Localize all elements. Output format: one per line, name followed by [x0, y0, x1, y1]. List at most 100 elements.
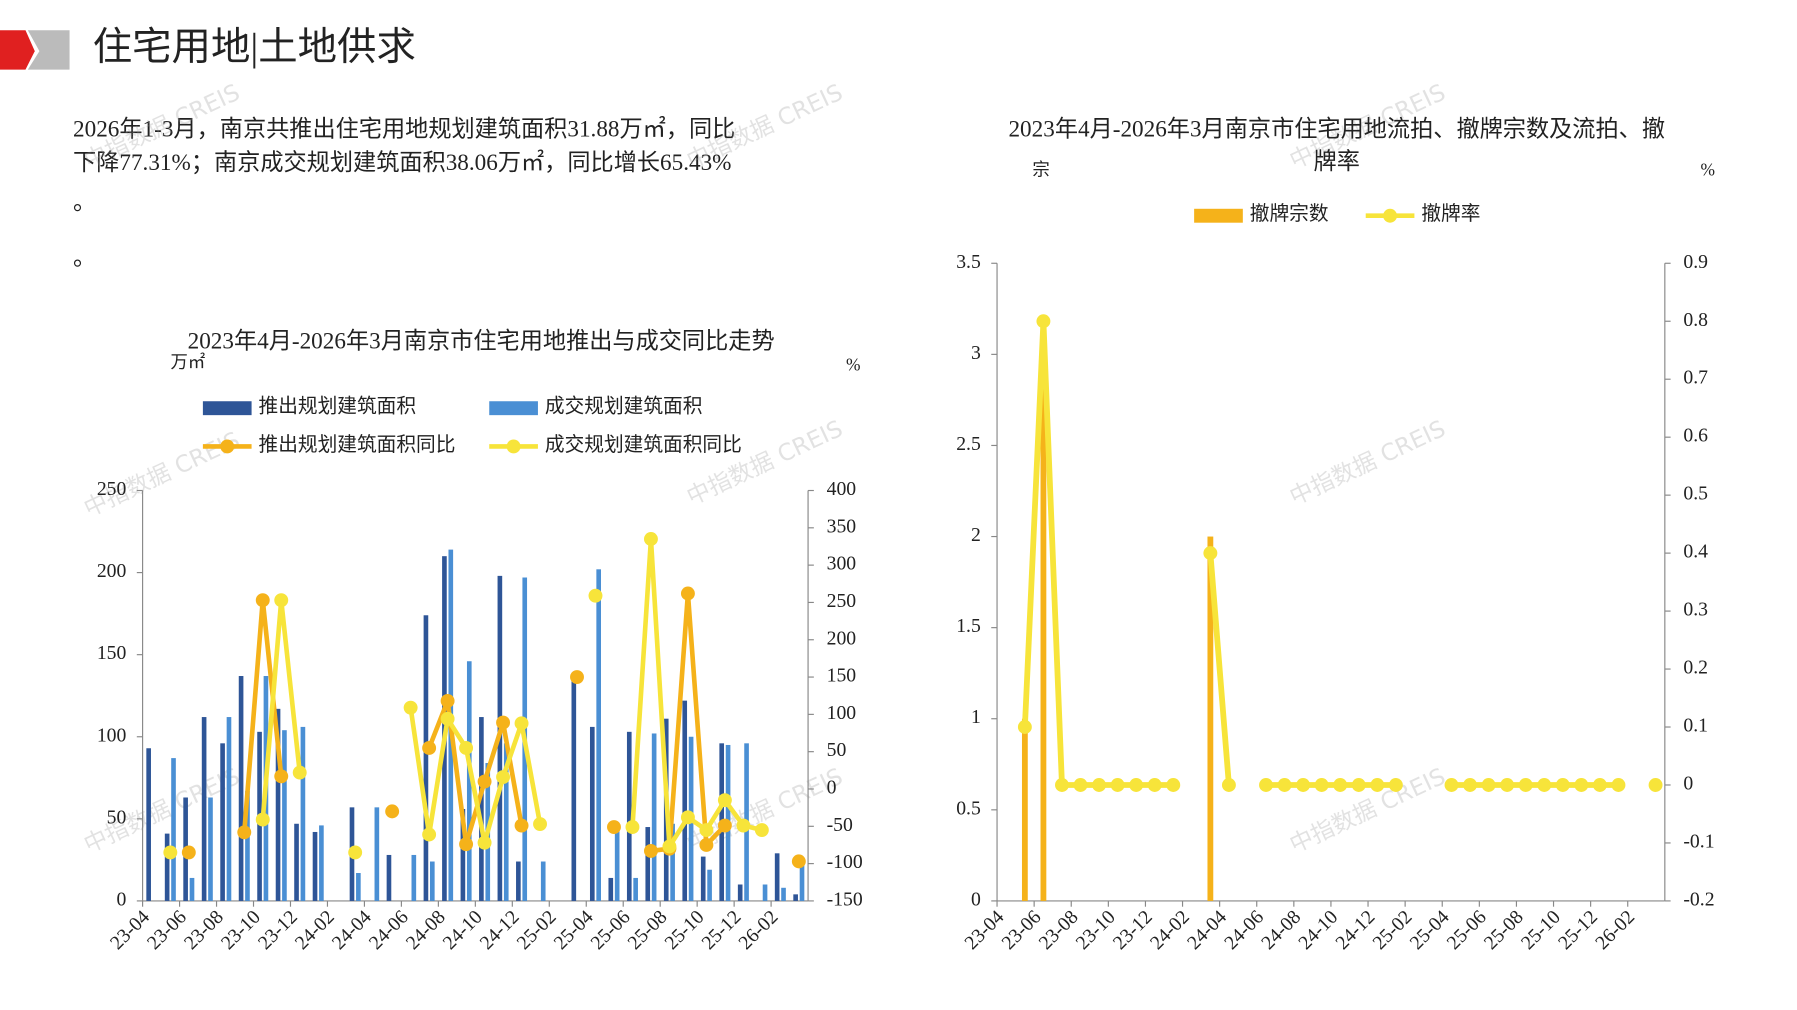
y2-tick-label: 100: [827, 702, 857, 724]
y2-tick-label: 400: [827, 478, 857, 500]
legend-label: 撤牌率: [1421, 203, 1480, 225]
x-tick-label: 23-04: [960, 906, 1008, 954]
line-point: [1444, 778, 1459, 792]
y2-tick-label: 300: [827, 553, 857, 575]
x-tick-label: 23-08: [1035, 906, 1083, 954]
line-point: [163, 845, 178, 860]
bar: [1207, 536, 1214, 901]
x-tick-label: 25-04: [550, 906, 598, 954]
bar: [707, 869, 712, 901]
line-point: [1073, 778, 1088, 792]
line-point: [754, 823, 769, 837]
bar: [670, 823, 675, 901]
line-point: [1203, 546, 1218, 561]
x-tick-label: 23-04: [106, 906, 154, 954]
bar: [146, 748, 151, 901]
x-tick-label: 25-06: [587, 906, 635, 954]
bar: [651, 733, 657, 901]
line-point: [1259, 778, 1273, 792]
header-icon: [27, 30, 70, 70]
y2-tick-label: 0.2: [1683, 657, 1708, 679]
y2-tick-label: 0: [1683, 772, 1693, 794]
y-unit: 万㎡: [170, 353, 205, 372]
bar: [614, 827, 620, 901]
y2-tick-label: 150: [827, 665, 857, 687]
y2-tick-label: 0.4: [1683, 541, 1708, 563]
bar: [645, 827, 651, 901]
line-point: [1592, 778, 1607, 792]
bar: [571, 676, 577, 901]
legend-label: 推出规划建筑面积同比: [259, 434, 456, 456]
watermark: 中指数据 CREIS: [80, 427, 244, 523]
line-point: [496, 770, 511, 785]
line-point: [237, 825, 252, 840]
line-point: [1481, 778, 1496, 792]
line-point: [533, 817, 547, 832]
line-point: [1036, 314, 1051, 329]
line-point: [496, 715, 511, 730]
bar: [793, 894, 798, 901]
legend-label: 成交规划建筑面积同比: [545, 434, 742, 456]
y2-tick-label: 0.8: [1683, 309, 1708, 331]
legend-label: 推出规划建筑面积: [259, 396, 417, 418]
line-point: [625, 820, 640, 835]
line-point: [1092, 778, 1107, 792]
line-point: [1351, 778, 1366, 792]
line-point: [643, 532, 658, 546]
line-point: [1537, 778, 1552, 792]
line-point: [1333, 778, 1348, 792]
bar: [245, 790, 250, 901]
line-point: [385, 804, 400, 819]
y2-tick-label: 350: [827, 515, 857, 537]
line-point: [1370, 778, 1385, 792]
bar: [589, 726, 595, 901]
y-tick-label: 1: [971, 706, 981, 728]
line-point: [440, 711, 455, 726]
line-point: [477, 774, 492, 789]
y2-unit: %: [1700, 161, 1714, 180]
line-point: [274, 769, 289, 784]
line-point: [1574, 778, 1589, 792]
line-point: [1221, 778, 1236, 792]
x-tick-label: 25-10: [660, 906, 708, 954]
x-tick-label: 23-06: [997, 906, 1045, 954]
line-point: [514, 818, 529, 833]
line-point: [717, 793, 732, 808]
bar: [1021, 718, 1028, 901]
x-tick-label: 26-02: [1591, 906, 1639, 954]
legend-swatch: [220, 439, 235, 454]
bar: [781, 887, 786, 901]
bar: [171, 758, 176, 901]
line-point: [680, 810, 695, 825]
bar: [282, 730, 287, 901]
bar: [682, 700, 688, 901]
y-tick-label: 3.5: [956, 251, 981, 273]
y2-tick-label: 0.1: [1683, 715, 1708, 737]
line-point: [680, 586, 695, 601]
y2-tick-label: 0.5: [1683, 483, 1708, 505]
line-point: [643, 843, 658, 858]
x-tick-label: 23-10: [1072, 906, 1120, 954]
bar: [1040, 354, 1047, 901]
bar: [356, 873, 361, 901]
x-tick-label: 25-02: [513, 906, 561, 954]
y-tick-label: 250: [97, 478, 127, 500]
paragraph-line: 。: [73, 245, 96, 271]
line-point: [477, 835, 492, 850]
bar: [799, 858, 805, 901]
x-tick-label: 24-02: [1146, 906, 1194, 954]
y2-tick-label: -150: [827, 888, 863, 910]
line-point: [514, 716, 529, 731]
bar: [737, 884, 743, 901]
x-tick-label: 24-08: [1257, 906, 1305, 954]
x-tick-label: 24-04: [1183, 906, 1231, 954]
legend-swatch: [489, 401, 538, 416]
y-tick-label: 200: [97, 560, 127, 582]
x-tick-label: 23-08: [180, 906, 228, 954]
x-tick-label: 25-04: [1406, 906, 1454, 954]
line-point: [422, 827, 437, 842]
line-point: [348, 845, 363, 860]
chart-title: 2023年4月-2026年3月南京市住宅用地流拍、撤牌宗数及流拍、撤: [1008, 116, 1665, 142]
line-point: [736, 818, 751, 833]
